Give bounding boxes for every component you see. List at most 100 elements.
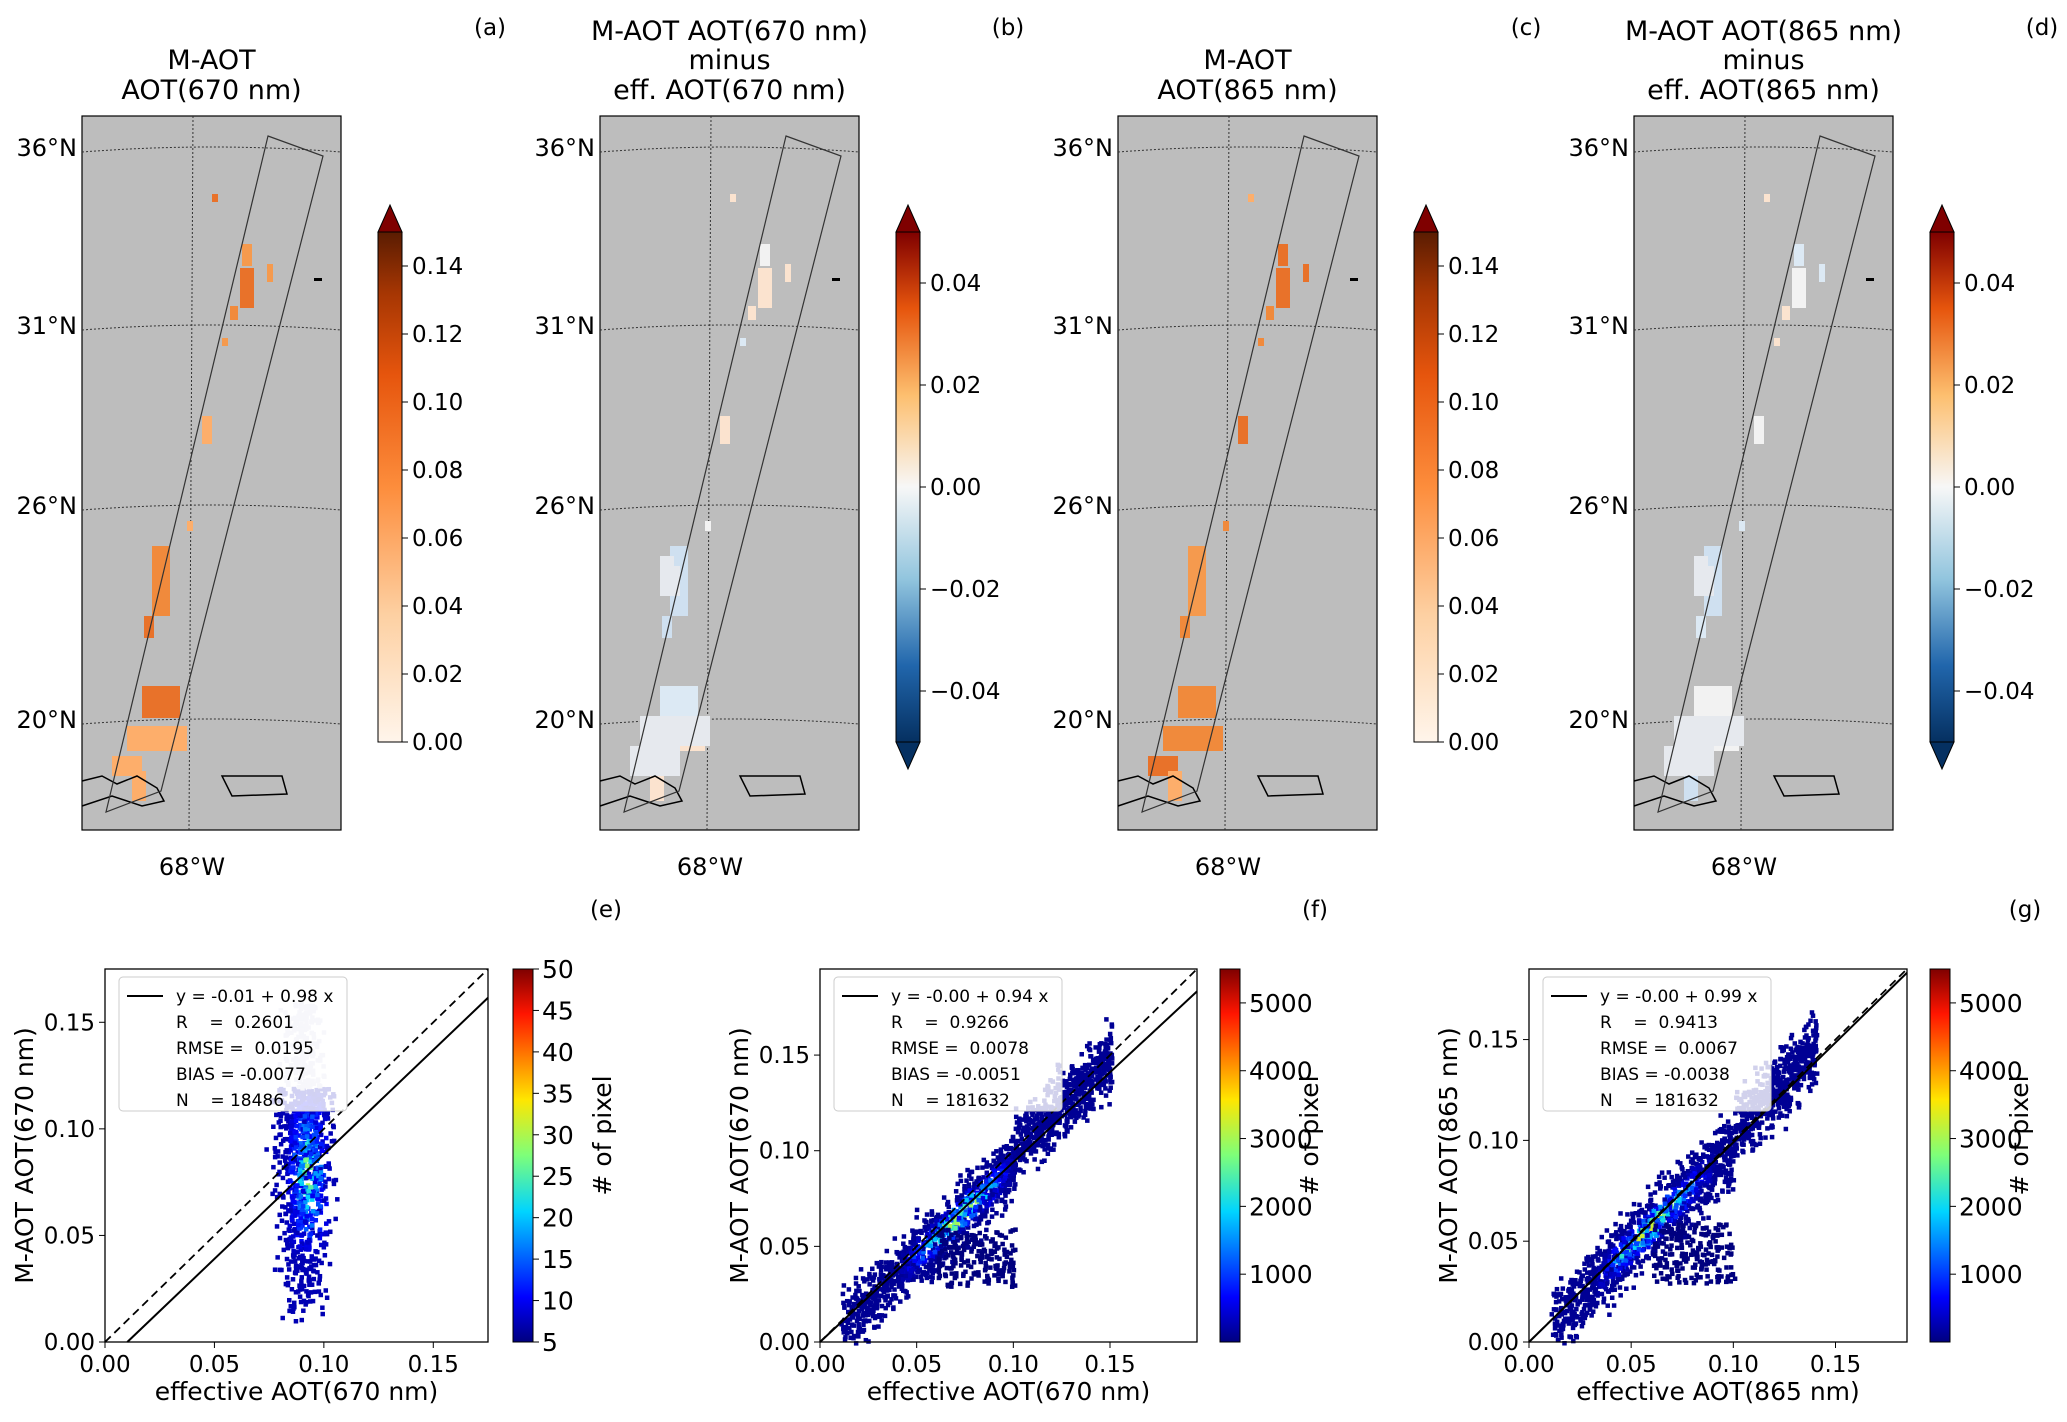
density-cell (1663, 1208, 1669, 1214)
density-cell (1784, 1044, 1789, 1049)
density-cell (949, 1232, 954, 1237)
density-cell (1552, 1292, 1557, 1298)
density-cell (1756, 1125, 1762, 1130)
density-cell (304, 1134, 310, 1139)
density-cell (309, 1118, 314, 1123)
density-cell (874, 1260, 880, 1266)
density-cell (984, 1170, 990, 1176)
colorbar-extend-max-triangle (895, 203, 921, 233)
density-cell (1653, 1206, 1659, 1212)
density-cell (1705, 1231, 1710, 1237)
density-cell (975, 1165, 980, 1171)
density-cell (931, 1217, 937, 1223)
density-cell (1026, 1127, 1031, 1133)
density-cell (976, 1249, 981, 1254)
density-cell (1731, 1159, 1736, 1164)
density-cell (1005, 1189, 1011, 1195)
density-cell (996, 1166, 1002, 1171)
density-cell (319, 1148, 324, 1153)
density-cell (1573, 1295, 1579, 1300)
density-cell (1009, 1243, 1015, 1248)
density-cell (962, 1187, 967, 1192)
density-cell (995, 1194, 1001, 1199)
density-cell (1652, 1245, 1658, 1250)
density-cell (1555, 1338, 1561, 1343)
colorbar (1219, 968, 1241, 1343)
density-cell (950, 1259, 955, 1265)
density-cell (884, 1248, 890, 1254)
density-cell (1023, 1145, 1029, 1150)
density-cell (285, 1245, 291, 1251)
density-cell (1709, 1186, 1714, 1191)
density-cell (1707, 1172, 1712, 1178)
density-cell (853, 1292, 858, 1298)
density-cell (1575, 1315, 1580, 1320)
y-axis-label: M-AOT AOT(670 nm) (10, 1027, 39, 1284)
density-cell (313, 1148, 319, 1153)
latitude-gridline (81, 146, 342, 153)
density-cell (889, 1284, 894, 1290)
aot-pixel-cluster (1258, 338, 1264, 346)
density-cell (1741, 1142, 1746, 1147)
density-cell (285, 1170, 291, 1175)
map-title-line: AOT(865 nm) (1157, 75, 1337, 106)
density-cell (1782, 1066, 1787, 1072)
density-cell (1746, 1123, 1751, 1128)
density-cell (1061, 1102, 1067, 1108)
density-cell (980, 1184, 985, 1189)
density-cell (1064, 1128, 1070, 1133)
density-cell (953, 1225, 958, 1231)
density-cell (1612, 1271, 1617, 1277)
density-cell (1587, 1298, 1592, 1303)
density-cell (324, 1221, 329, 1226)
density-cell (1741, 1149, 1746, 1155)
density-cell (1011, 1273, 1016, 1278)
density-cell (309, 1223, 315, 1228)
swath-outline (1141, 135, 1360, 813)
map-area (1633, 115, 1894, 831)
density-cell (1635, 1251, 1640, 1256)
density-cell (929, 1268, 935, 1274)
density-cell (1680, 1226, 1686, 1232)
density-cell (985, 1220, 990, 1226)
density-cell (315, 1115, 320, 1120)
density-cell (1676, 1189, 1682, 1195)
density-cell (1611, 1303, 1617, 1308)
colorbar-tick-label: 0.14 (1448, 254, 1499, 280)
density-cell (921, 1270, 927, 1275)
density-cell (1787, 1101, 1793, 1107)
density-cell (959, 1219, 965, 1224)
density-cell (860, 1276, 866, 1281)
density-cell (923, 1228, 928, 1233)
aot-pixel-cluster (142, 686, 180, 718)
density-cell (922, 1225, 928, 1230)
density-cell (298, 1216, 303, 1221)
colorbar-tick-label: 10 (542, 1287, 574, 1316)
y-tick-label: 0.05 (44, 1223, 95, 1249)
density-cell (1661, 1223, 1667, 1229)
density-cell (1772, 1094, 1777, 1100)
density-cell (1589, 1257, 1595, 1262)
density-cell (992, 1182, 998, 1188)
density-cell (1809, 1072, 1814, 1077)
latitude-gridline (599, 504, 860, 511)
colorbar-tick-label: 0.00 (930, 475, 981, 501)
density-cell (961, 1260, 967, 1265)
density-cell (1719, 1245, 1725, 1250)
density-cell (1664, 1215, 1670, 1221)
density-cell (302, 1114, 308, 1119)
density-cell (1618, 1261, 1623, 1266)
density-cell (968, 1195, 973, 1201)
density-cell (1716, 1274, 1721, 1279)
density-cell (924, 1220, 929, 1225)
density-cell (297, 1283, 302, 1288)
density-cell (275, 1255, 280, 1260)
density-cell (1728, 1135, 1733, 1140)
aot-pixel-cluster (212, 194, 218, 202)
density-cell (1103, 1086, 1108, 1091)
density-cell (1073, 1091, 1079, 1097)
density-cell (1789, 1032, 1795, 1038)
density-cell (1788, 1046, 1794, 1051)
density-cell (927, 1226, 932, 1231)
density-cell (1712, 1154, 1717, 1160)
